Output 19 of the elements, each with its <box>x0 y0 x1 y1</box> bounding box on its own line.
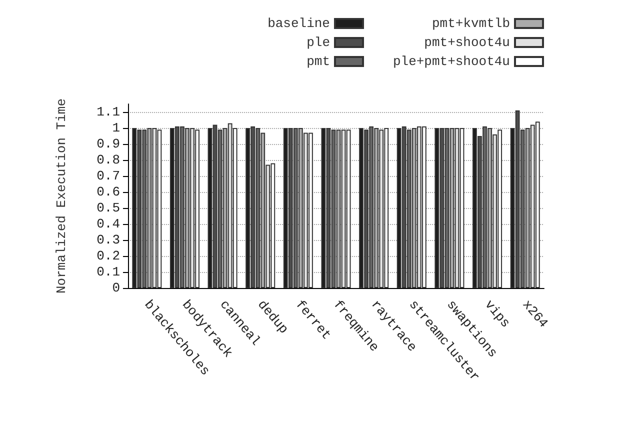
y-axis-title: Normalized Execution Time <box>54 98 69 294</box>
y-tick-label: 0 <box>112 280 120 296</box>
y-tick-label: 0.4 <box>96 216 120 232</box>
legend-label: baseline <box>268 16 330 31</box>
y-tick-label: 1 <box>112 120 120 136</box>
y-tick-label: 0.2 <box>96 248 120 264</box>
y-tick-label: 0.5 <box>96 200 120 216</box>
legend-label: pmt+kvmtlb <box>432 16 510 31</box>
y-tick-label: 1.1 <box>96 104 120 120</box>
y-tick-label: 0.3 <box>96 232 120 248</box>
y-tick-label: 0.9 <box>96 136 120 152</box>
y-tick-label: 0.7 <box>96 168 120 184</box>
legend-label: pmt <box>306 54 330 69</box>
y-tick-label: 0.6 <box>96 184 120 200</box>
y-tick-label: 0.8 <box>96 152 120 168</box>
y-tick-label: 0.1 <box>96 264 120 280</box>
legend-label: ple+pmt+shoot4u <box>392 54 510 69</box>
legend-label: ple <box>306 35 330 50</box>
legend-label: pmt+shoot4u <box>424 35 510 50</box>
